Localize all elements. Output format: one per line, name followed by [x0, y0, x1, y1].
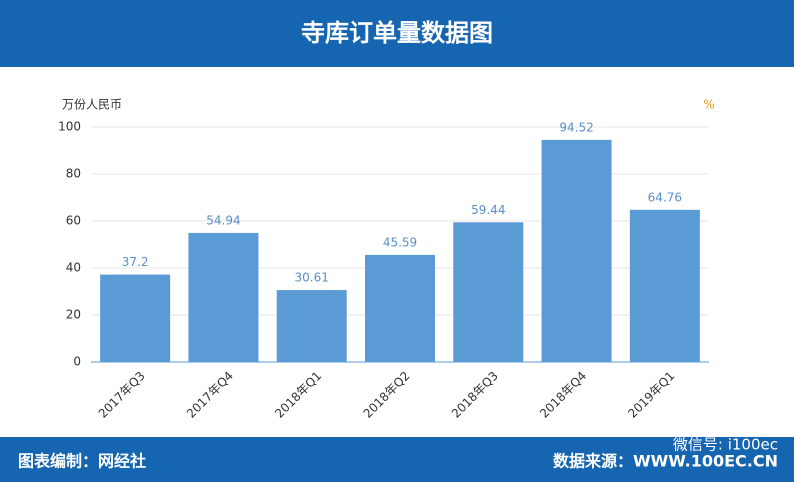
bar — [276, 290, 347, 362]
footer-bar — [0, 437, 794, 482]
y-tick-label: 60 — [66, 214, 81, 228]
bar — [365, 254, 435, 362]
footer-left: 图表编制：网经社 — [18, 452, 146, 471]
value-label: 94.52 — [559, 120, 593, 134]
x-tick-label: 2018年Q3 — [449, 369, 501, 421]
value-label: 45.59 — [383, 235, 417, 249]
y-tick-label: 20 — [66, 308, 81, 322]
y-tick-label: 100 — [58, 120, 81, 134]
bar — [100, 274, 171, 362]
footer-wechat: 微信号: i100ec — [673, 436, 778, 454]
right-axis-label: % — [703, 98, 714, 112]
bar — [188, 232, 259, 362]
x-tick-label: 2018年Q1 — [272, 369, 324, 421]
value-label: 37.2 — [122, 255, 149, 269]
x-tick-label: 2018年Q2 — [361, 369, 413, 421]
x-tick-label: 2017年Q3 — [96, 369, 148, 421]
x-tick-label: 2018年Q4 — [537, 369, 589, 421]
x-tick-label: 2017年Q4 — [184, 369, 236, 421]
footer-right: 数据来源：WWW.100EC.CN — [553, 452, 778, 471]
header-bar — [0, 0, 794, 67]
y-tick-label: 0 — [73, 355, 81, 369]
bar — [541, 139, 612, 362]
bar — [629, 209, 700, 362]
y-tick-label: 40 — [66, 261, 81, 275]
y-tick-label: 80 — [66, 167, 81, 181]
value-label: 54.94 — [206, 213, 240, 227]
bar — [453, 222, 524, 362]
value-label: 64.76 — [648, 190, 682, 204]
x-tick-label: 2019年Q1 — [625, 369, 677, 421]
y-axis-label: 万份人民币 — [62, 98, 122, 112]
value-label: 30.61 — [295, 271, 329, 285]
chart-title: 寺库订单量数据图 — [301, 19, 493, 47]
value-label: 59.44 — [471, 203, 505, 217]
